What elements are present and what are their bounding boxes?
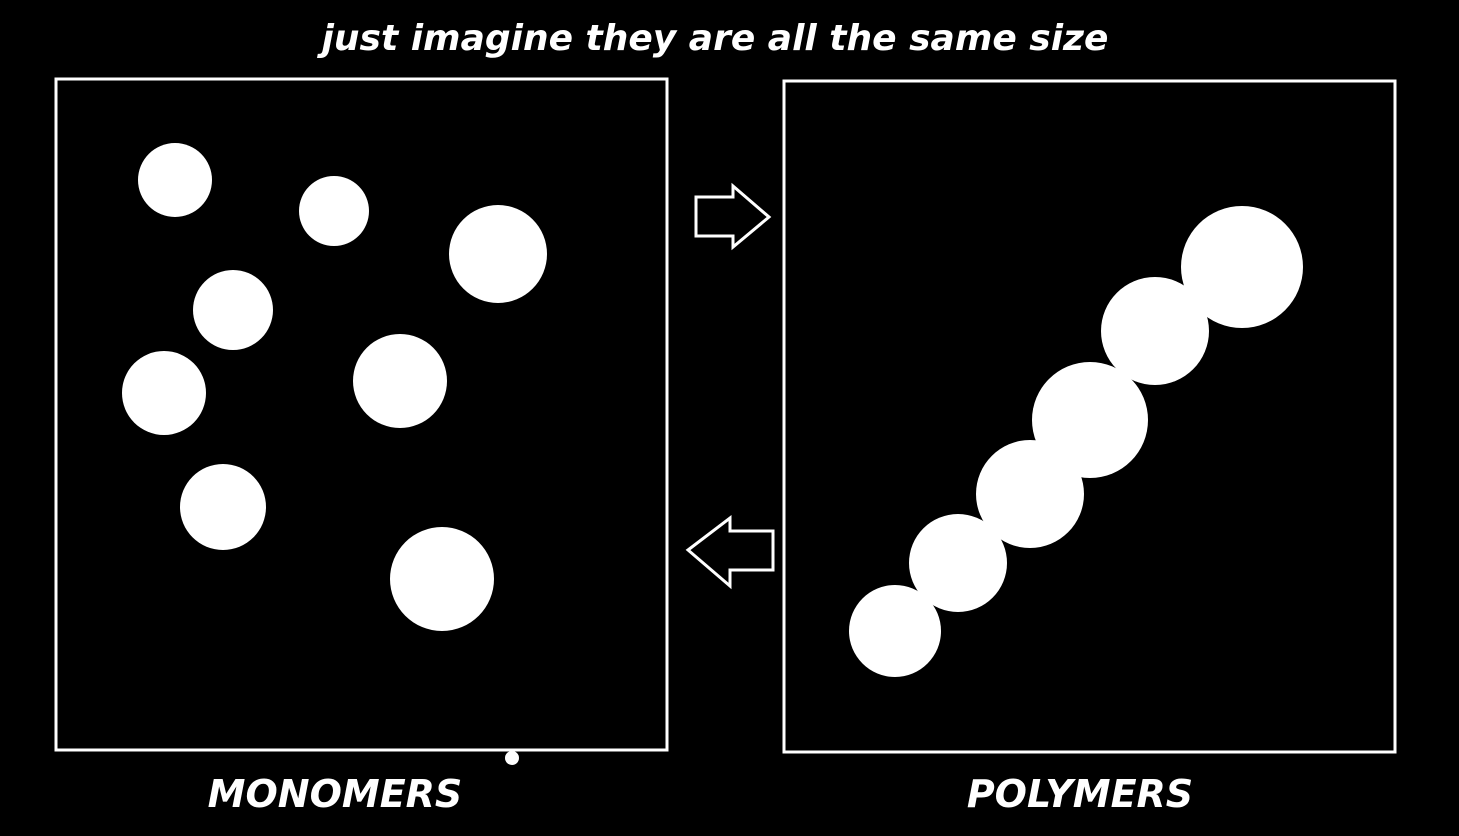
monomer-circle — [138, 143, 212, 217]
monomers-box — [54, 77, 669, 752]
monomer-circle — [353, 334, 447, 428]
arrow-right-icon — [694, 182, 772, 251]
monomer-circle — [193, 270, 273, 350]
polymer-bead — [1181, 206, 1303, 328]
monomers-panel — [54, 77, 669, 765]
monomers-label: MONOMERS — [207, 772, 463, 816]
monomer-circle — [449, 205, 547, 303]
polymer-bead — [1032, 362, 1148, 478]
monomer-circle — [180, 464, 266, 550]
polymers-box — [782, 79, 1397, 754]
polymer-bead — [909, 514, 1007, 612]
diagram-title: just imagine they are all the same size — [321, 18, 1109, 59]
polymer-bead — [1101, 277, 1209, 385]
polymer-bead — [849, 585, 941, 677]
monomer-circle — [122, 351, 206, 435]
polymers-panel — [782, 79, 1397, 754]
monomer-circle — [299, 176, 369, 246]
monomer-circle — [390, 527, 494, 631]
arrow-left-icon — [685, 514, 775, 590]
stray-dot — [505, 751, 519, 765]
polymers-label: POLYMERS — [966, 772, 1194, 816]
